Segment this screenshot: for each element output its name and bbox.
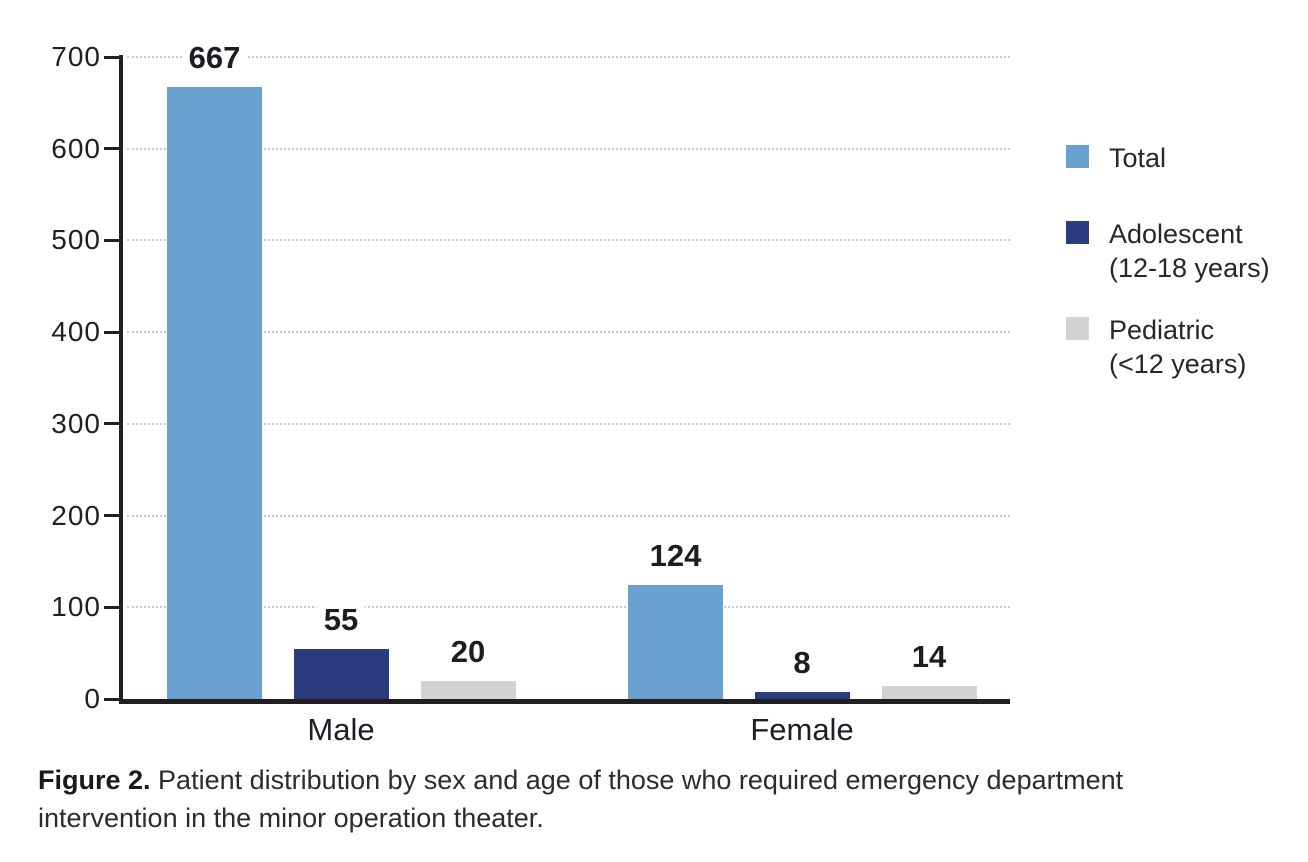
- legend-label-total-line-1: Total: [1109, 143, 1167, 173]
- caption-text-2: intervention in the minor operation thea…: [38, 803, 544, 833]
- legend-swatch-total: [1066, 145, 1089, 168]
- gridline-600: [127, 147, 1010, 150]
- y-tick-0: [104, 697, 120, 701]
- y-tick-label-200: 200: [51, 499, 101, 531]
- caption-label: Figure 2.: [38, 765, 151, 795]
- gridline-400: [127, 331, 1010, 334]
- bar-female-total: [628, 585, 723, 699]
- bar-female-pediatric: [881, 686, 977, 699]
- plot-area: 0 100 200 300 400 500 600 700 667 55 20 Male 124 8 14 F…: [51, 40, 1010, 747]
- y-axis-line: [119, 55, 123, 703]
- y-tick-100: [104, 605, 120, 609]
- value-label-male-pediatric: 20: [443, 633, 493, 670]
- value-label-female-adolescent: 8: [786, 644, 818, 681]
- bar-female-adolescent: [754, 691, 850, 699]
- gridline-700: [127, 56, 1010, 58]
- legend-label-adolescent: Adolescent (12-18 years): [1109, 217, 1270, 285]
- y-tick-label-500: 500: [51, 224, 101, 256]
- bar-male-pediatric: [420, 680, 516, 699]
- legend-swatch-pediatric: [1066, 317, 1089, 340]
- legend-swatch-adolescent: [1066, 221, 1089, 244]
- gridline-500: [127, 239, 1010, 242]
- y-tick-300: [104, 422, 120, 426]
- y-tick-label-400: 400: [51, 316, 101, 348]
- legend-label-pediatric-line-1: Pediatric: [1109, 315, 1215, 345]
- x-axis-line: [119, 699, 1010, 704]
- y-tick-label-600: 600: [51, 132, 101, 164]
- y-tick-600: [104, 147, 120, 151]
- y-tick-label-0: 0: [84, 683, 101, 714]
- legend-label-pediatric-line-2: (<12 years): [1109, 349, 1247, 379]
- legend-label-adolescent-line-2: (12-18 years): [1109, 253, 1270, 283]
- value-label-male-adolescent: 55: [316, 601, 366, 638]
- caption-text-1: Patient distribution by sex and age of t…: [158, 765, 1124, 795]
- gridline-300: [127, 422, 1010, 425]
- gridline-100: [127, 606, 1010, 609]
- bar-male-total: [167, 87, 262, 699]
- legend-item-pediatric: Pediatric (<12 years): [1066, 313, 1270, 381]
- y-tick-label-700: 700: [51, 41, 101, 72]
- legend: Total Adolescent (12-18 years) Pediatric (<1…: [1066, 141, 1270, 423]
- bar-male-adolescent: [293, 648, 389, 699]
- value-label-male-total: 667: [181, 40, 248, 77]
- value-label-female-total: 124: [642, 538, 709, 575]
- legend-label-adolescent-line-1: Adolescent: [1109, 219, 1243, 249]
- y-tick-400: [104, 330, 120, 334]
- legend-label-total: Total: [1109, 141, 1166, 175]
- legend-label-pediatric: Pediatric (<12 years): [1109, 313, 1246, 381]
- y-tick-700: [104, 55, 120, 59]
- y-tick-500: [104, 238, 120, 242]
- x-category-label-female: Female: [750, 712, 854, 747]
- y-tick-200: [104, 514, 120, 518]
- legend-item-total: Total: [1066, 141, 1270, 175]
- y-tick-label-300: 300: [51, 407, 101, 439]
- figure-caption: Figure 2. Patient distribution by sex an…: [38, 761, 1228, 837]
- x-category-label-male: Male: [307, 712, 375, 747]
- y-tick-label-100: 100: [51, 591, 101, 623]
- value-label-female-pediatric: 14: [904, 639, 954, 676]
- gridline-200: [127, 514, 1010, 517]
- legend-item-adolescent: Adolescent (12-18 years): [1066, 217, 1270, 285]
- caption-line-1: Figure 2. Patient distribution by sex an…: [38, 761, 1228, 799]
